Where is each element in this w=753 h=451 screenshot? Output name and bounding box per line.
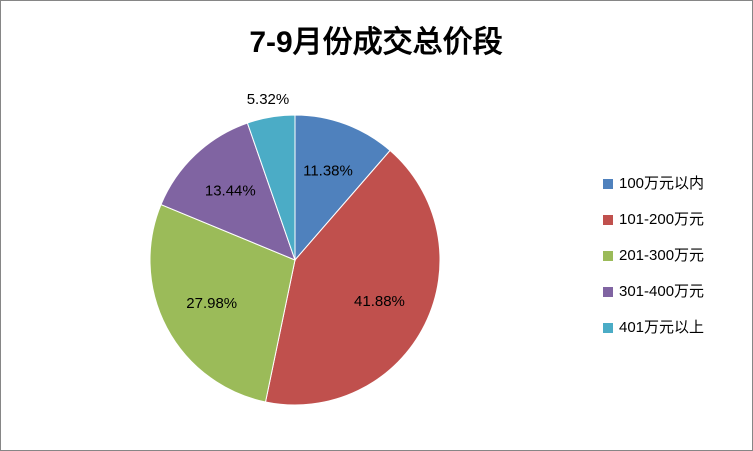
legend-label: 201-300万元 — [619, 247, 704, 264]
pie-slice — [264, 149, 441, 406]
data-label: 41.88% — [354, 293, 405, 310]
chart-title: 7-9月份成交总价段 — [249, 25, 502, 59]
legend-label: 301-400万元 — [619, 283, 704, 300]
legend-swatch — [603, 251, 613, 261]
legend-label: 100万元以内 — [619, 175, 704, 192]
data-label: 27.98% — [186, 295, 237, 312]
pie-slice — [160, 122, 296, 261]
legend-swatch — [603, 323, 613, 333]
legend-swatch — [603, 287, 613, 297]
data-label: 5.32% — [247, 91, 290, 108]
legend-swatch — [603, 215, 613, 225]
pie-slice — [149, 203, 296, 403]
legend-swatch — [603, 179, 613, 189]
legend-label: 101-200万元 — [619, 211, 704, 228]
data-label: 13.44% — [205, 182, 256, 199]
pie-slice — [294, 114, 391, 262]
legend-label: 401万元以上 — [619, 319, 704, 336]
data-label: 11.38% — [303, 163, 353, 180]
pie-slice — [246, 114, 296, 261]
